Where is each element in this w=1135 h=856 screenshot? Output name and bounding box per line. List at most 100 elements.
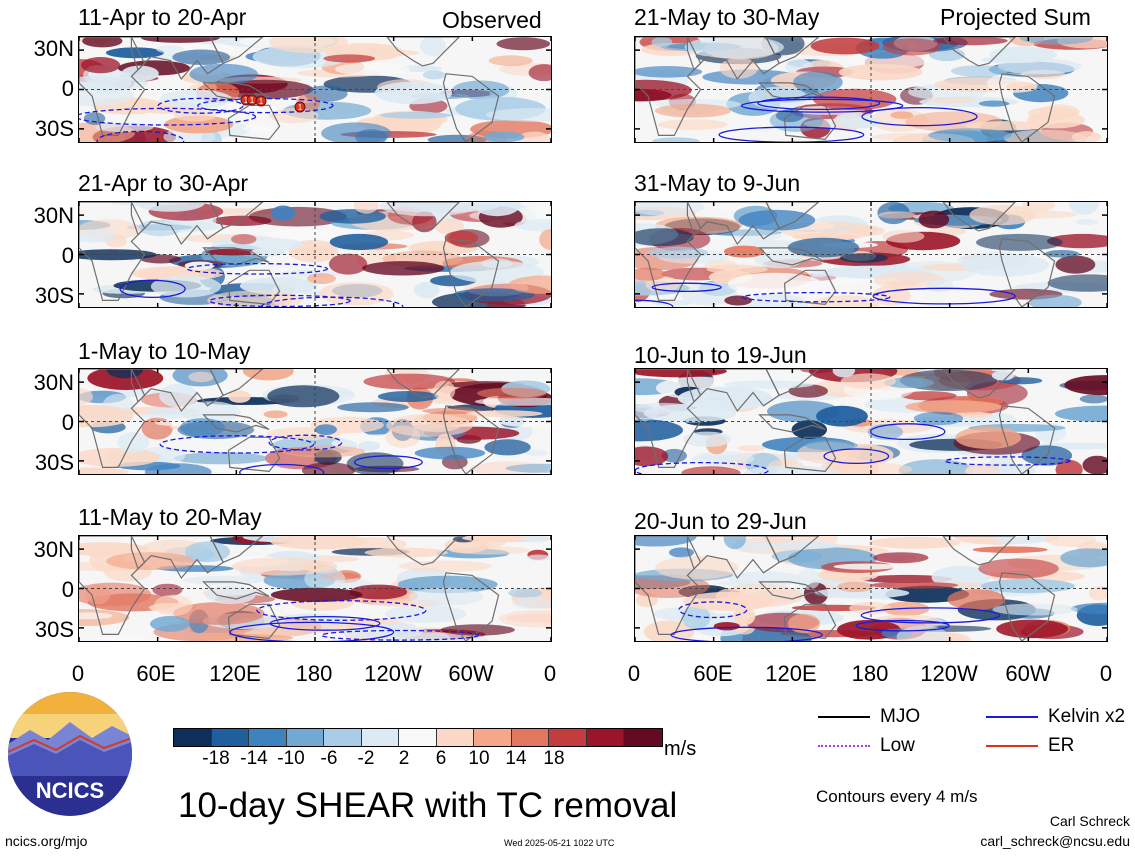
shear-field-blob xyxy=(136,202,205,212)
shear-field-blob xyxy=(658,119,728,130)
x-tick-label: 120W xyxy=(920,661,978,686)
shear-field-blob xyxy=(524,449,548,456)
shear-field-blob xyxy=(106,369,144,379)
shear-field-blob xyxy=(385,605,467,623)
kelvin-contour xyxy=(757,96,881,111)
kelvin-contour xyxy=(823,448,890,465)
legend-line xyxy=(818,744,870,747)
shear-field-blob xyxy=(328,253,368,275)
coastline xyxy=(386,37,461,67)
shear-field-blob xyxy=(282,445,366,458)
shear-field-blob xyxy=(242,369,294,381)
shear-field-blob xyxy=(386,413,473,437)
colorbar-segment xyxy=(324,729,362,746)
coastline xyxy=(783,603,837,640)
shear-field-blob xyxy=(635,446,669,467)
map-panel xyxy=(634,535,1108,642)
shear-field-blob xyxy=(835,112,880,129)
shear-field-blob xyxy=(87,369,164,390)
shear-field-blob xyxy=(1003,129,1086,142)
kelvin-contour xyxy=(159,435,315,454)
shear-field-blob xyxy=(79,229,116,243)
shear-field-blob xyxy=(882,38,942,56)
shear-field-blob xyxy=(918,210,950,229)
shear-field-blob xyxy=(319,209,386,224)
shear-field-blob xyxy=(205,585,256,605)
colorbar-tick-label: -14 xyxy=(240,748,268,769)
shear-field-blob xyxy=(474,397,551,406)
x-tick-label: 120E xyxy=(765,661,817,686)
shear-field-blob xyxy=(412,211,437,233)
kelvin-contour xyxy=(320,629,480,641)
colorbar-segment xyxy=(624,729,662,746)
kelvin-contour xyxy=(635,299,674,307)
coastline xyxy=(998,73,1056,142)
shear-field-blob xyxy=(150,616,190,632)
shear-field-blob xyxy=(179,418,225,437)
shear-field-blob xyxy=(951,65,1009,77)
legend-label: MJO xyxy=(880,706,921,727)
shear-field-blob xyxy=(1088,586,1107,601)
coastline xyxy=(209,37,264,65)
kelvin-contour xyxy=(208,294,351,307)
coastline xyxy=(758,581,826,600)
coastline xyxy=(998,238,1056,307)
map-panel xyxy=(78,368,552,475)
shear-field-blob xyxy=(231,557,332,576)
shear-field-blob xyxy=(635,66,703,78)
shear-field-blob xyxy=(706,264,768,274)
coastline xyxy=(783,269,837,306)
colorbar-segment xyxy=(586,729,624,746)
shear-field-blob xyxy=(927,279,954,293)
shear-field-blob xyxy=(816,405,868,427)
shear-field-blob xyxy=(508,275,551,294)
colorbar-segment xyxy=(361,729,399,746)
shear-field-blob xyxy=(976,233,1063,251)
shear-field-blob xyxy=(307,273,336,284)
coastline xyxy=(783,104,837,141)
shear-field-blob xyxy=(182,575,263,585)
x-tick-label: 180 xyxy=(295,661,333,686)
projected-label: Projected Sum xyxy=(940,4,1091,30)
author-email[interactable]: carl_schreck@ncsu.edu xyxy=(980,833,1130,849)
coastline xyxy=(442,405,500,474)
shear-field-blob xyxy=(719,57,758,79)
shear-field-blob xyxy=(692,451,755,467)
y-tick-label: 0 xyxy=(61,577,74,602)
shear-field-blob xyxy=(878,211,916,219)
shear-field-blob xyxy=(117,432,150,453)
panel-title-7: 20-Jun to 29-Jun xyxy=(634,508,807,534)
shear-field-blob xyxy=(681,606,711,630)
shear-field-blob xyxy=(520,536,551,542)
coastline xyxy=(998,405,1056,474)
coastline xyxy=(209,536,264,564)
shear-field-blob xyxy=(449,546,530,555)
legend-label: ER xyxy=(1048,735,1075,756)
shear-field-blob xyxy=(655,556,739,580)
shear-field-blob xyxy=(79,388,93,405)
legend-line xyxy=(818,715,870,718)
shear-field-blob xyxy=(927,97,976,104)
shear-field-blob xyxy=(156,45,184,54)
shear-field-blob xyxy=(106,552,195,570)
coastline xyxy=(635,37,702,136)
kelvin-contour xyxy=(119,279,186,299)
shear-field-blob xyxy=(231,234,257,245)
shear-field-blob xyxy=(832,369,855,378)
coastline xyxy=(942,369,1017,399)
site-url[interactable]: ncics.org/mjo xyxy=(5,833,88,849)
shear-field-blob xyxy=(477,387,547,399)
colorbar-segment xyxy=(474,729,512,746)
shear-field-blob xyxy=(239,277,318,295)
kelvin-contour xyxy=(635,461,769,474)
shear-field-blob xyxy=(978,558,1059,579)
shear-field-blob xyxy=(738,209,816,231)
coastline xyxy=(635,536,702,635)
shear-field-blob xyxy=(683,591,775,611)
legend-item-kelvin: Kelvin x2 xyxy=(986,707,1125,726)
kelvin-contour xyxy=(944,456,1071,466)
kelvin-contour xyxy=(256,600,427,621)
shear-field-blob xyxy=(452,80,510,100)
coastline xyxy=(202,414,270,433)
shear-field-blob xyxy=(787,237,860,258)
